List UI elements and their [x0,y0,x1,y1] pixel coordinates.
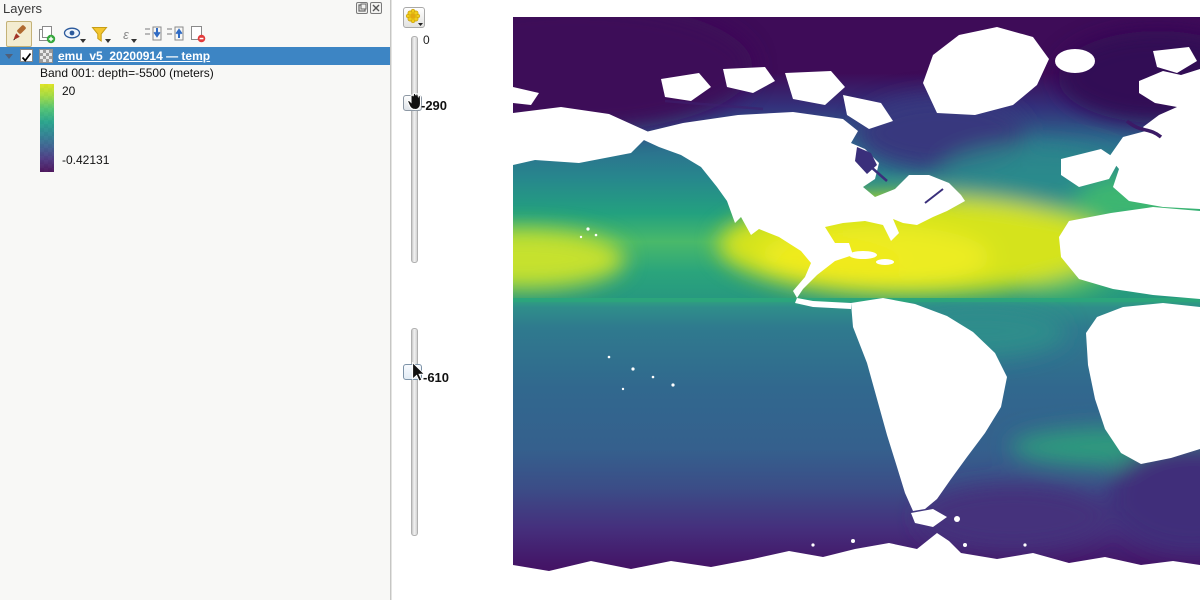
ocean-temperature-map [513,17,1200,600]
slider-top-label: 0 [423,33,430,47]
styling-panel-button[interactable] [6,21,32,47]
map-themes-button[interactable] [59,21,87,47]
chevron-down-icon [80,39,86,43]
panel-title: Layers [3,1,43,16]
depth-slider-strip: 0 -290 -610 [391,0,514,600]
filter-legend-button[interactable] [86,21,112,47]
layer-row-selected[interactable]: emu_v5_20200914 — temp [0,47,390,65]
checkmark-icon [21,52,32,62]
slider-tool-button[interactable] [403,7,425,28]
remove-layer-icon [191,26,206,43]
float-icon [358,3,367,12]
epsilon-icon: ε [123,26,129,42]
viridis-gradient [40,84,54,172]
expand-all-icon [145,26,162,41]
layers-toolbar: ε [0,20,390,47]
close-icon [372,4,380,12]
water-details [664,99,1163,204]
raster-layer-icon [39,49,53,63]
add-group-icon [38,25,55,43]
land-masses [513,27,1200,600]
add-group-button[interactable] [33,21,59,47]
layers-panel: Layers [0,0,391,600]
chevron-down-icon [131,39,137,43]
expand-all-button[interactable] [140,21,166,47]
flower-icon [405,8,423,26]
collapse-all-icon [167,26,184,41]
upper-depth-value: -290 [421,98,448,113]
layer-visibility-checkbox[interactable] [20,49,33,62]
filter-expression-button[interactable]: ε [112,21,140,47]
band-label: Band 001: depth=-5500 (meters) [40,66,214,80]
eye-icon [63,27,81,39]
depth-slider-lower-handle[interactable] [403,364,422,380]
legend-min-value: -0.42131 [62,153,110,167]
float-panel-button[interactable] [356,2,368,14]
map-canvas[interactable] [513,17,1200,600]
depth-slider-upper-handle[interactable] [403,95,422,111]
depth-slider-lower-track[interactable] [411,328,418,536]
paintbrush-icon [13,25,26,41]
lower-depth-value: -610 [423,370,450,385]
expander-icon[interactable] [5,54,13,59]
funnel-icon [90,26,108,42]
close-panel-button[interactable] [370,2,382,14]
collapse-all-button[interactable] [162,21,188,47]
remove-layer-button[interactable] [184,21,210,47]
layers-panel-header: Layers [0,0,390,18]
depth-slider-upper-track[interactable] [411,36,418,263]
legend-color-ramp [40,84,54,172]
chevron-down-icon [418,23,423,26]
legend-max-value: 20 [62,84,76,98]
layer-name[interactable]: emu_v5_20200914 — temp [58,49,211,63]
chevron-down-icon [105,39,111,43]
